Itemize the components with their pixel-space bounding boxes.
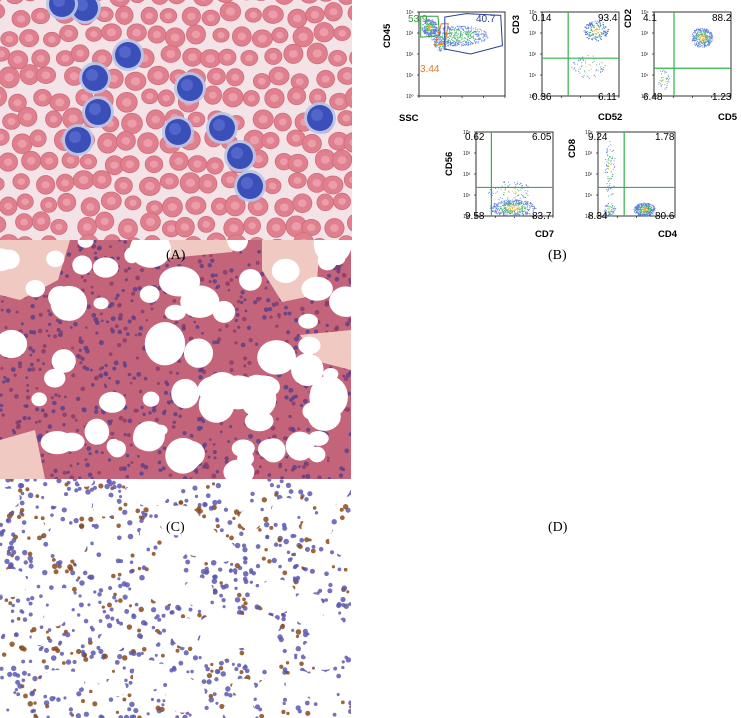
bone-marrow-ihc-image [0,479,351,718]
svg-text:10²: 10² [529,52,537,58]
y-axis-label: CD3 [511,15,522,34]
quadrant-ur: 93.4 [598,13,617,24]
y-axis-label: CD8 [567,139,578,158]
svg-text:10¹: 10¹ [529,73,537,79]
quadrant-ul: 4.1 [643,13,657,24]
quadrant-ll: 0.36 [532,92,551,103]
svg-text:10¹: 10¹ [585,193,593,199]
svg-text:10²: 10² [463,172,471,178]
svg-text:10¹: 10¹ [641,73,649,79]
panel-d-label: (D) [548,520,567,536]
quadrant-ur: 6.05 [532,132,551,143]
panel-c-label: (C) [166,520,185,536]
quadrant-ul: 0.62 [465,132,484,143]
quadrant-ur: 1.78 [655,132,674,143]
he-tissue [0,240,351,479]
gate-lymph-value: 53.9 [408,14,427,25]
y-axis-label: CD56 [444,152,455,176]
svg-text:10³: 10³ [529,31,537,37]
svg-text:10³: 10³ [641,31,649,37]
svg-text:10¹: 10¹ [406,73,414,79]
x-axis-label: SSC [399,113,419,124]
svg-text:10²: 10² [641,52,649,58]
quadrant-ll: 8.34 [588,211,607,222]
x-axis-label: CD52 [598,112,622,123]
quadrant-lr: 80.6 [655,211,674,222]
quadrant-lr: 6.11 [598,92,617,103]
svg-text:10²: 10² [406,52,414,58]
quadrant-ll: 6.48 [643,92,662,103]
svg-text:10³: 10³ [406,31,414,37]
bone-marrow-he-image [0,240,351,479]
x-axis-label: CD4 [658,229,677,240]
svg-text:10³: 10³ [463,151,471,157]
x-axis-label: CD5 [718,112,737,123]
svg-text:10³: 10³ [585,151,593,157]
quadrant-ur: 88.2 [712,13,731,24]
blood-smear-image [0,0,352,240]
panel-a-label: (A) [166,248,185,264]
quadrant-lr: 1.23 [712,92,731,103]
y-axis-label: CD45 [382,24,393,48]
gate-mono-value: 3.44 [420,64,439,75]
blood-smear-cells [0,0,352,240]
quadrant-ul: 0.14 [532,13,551,24]
svg-text:10⁰: 10⁰ [406,94,414,100]
y-axis-label: CD2 [623,9,634,28]
svg-text:10¹: 10¹ [463,193,471,199]
ihc-tissue [0,479,351,718]
gate-gran-value: 40.7 [476,14,495,25]
quadrant-ll: 9.58 [465,211,484,222]
quadrant-ul: 9.24 [588,132,607,143]
x-axis-label: CD7 [535,229,554,240]
svg-text:10²: 10² [585,172,593,178]
quadrant-lr: 83.7 [532,211,551,222]
panel-b-label: (B) [548,248,567,264]
